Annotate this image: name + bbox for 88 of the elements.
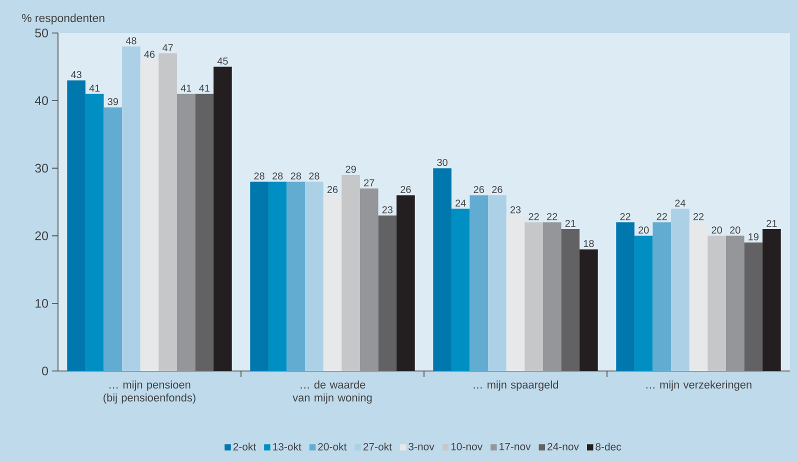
y-tick-label: 20 <box>35 231 48 240</box>
bar <box>616 222 634 371</box>
bar <box>396 195 415 371</box>
bar <box>85 94 104 371</box>
bar <box>726 236 744 371</box>
bar <box>250 182 268 371</box>
bar <box>305 182 324 371</box>
data-label: 23 <box>382 206 393 214</box>
bar <box>122 46 140 371</box>
data-label: 26 <box>474 186 484 194</box>
data-label: 24 <box>675 200 686 207</box>
x-tick-label: … mijn spaargeld <box>474 380 558 391</box>
y-tick-label: 0 <box>42 366 48 376</box>
data-label: 45 <box>217 58 228 65</box>
x-tick-label: … de waarde van mijn woning <box>292 380 372 404</box>
bar <box>158 53 177 371</box>
bar <box>195 94 214 371</box>
data-label: 41 <box>180 84 192 92</box>
data-label: 19 <box>748 233 758 240</box>
x-tick-label: … mijn verzekeringen <box>646 380 752 391</box>
data-label: 48 <box>126 37 136 44</box>
data-label: 22 <box>656 213 667 220</box>
y-tick-label: 50 <box>35 28 48 38</box>
data-label: 46 <box>144 50 155 58</box>
x-tick-label: … mijn pensioen (bij pensioenfonds) <box>104 380 196 404</box>
legend-label: 13-okt <box>273 442 302 450</box>
bar <box>524 222 543 371</box>
bar <box>470 195 488 371</box>
data-label: 22 <box>528 213 539 220</box>
bar <box>542 222 562 371</box>
legend-label: 27-okt <box>363 442 392 450</box>
data-label: 28 <box>272 172 283 180</box>
legend-label: 2-okt <box>233 442 256 450</box>
data-label: 21 <box>565 220 576 227</box>
bar <box>176 94 196 371</box>
bar <box>378 216 397 371</box>
data-label: 22 <box>620 213 630 220</box>
legend-label: 10-nov <box>451 442 483 450</box>
bar <box>342 174 360 371</box>
data-label: 30 <box>437 158 448 166</box>
data-label: 41 <box>89 84 100 92</box>
legend-label: 3-nov <box>408 442 434 450</box>
bar <box>561 229 580 371</box>
data-label: 47 <box>162 44 173 52</box>
data-label: 23 <box>510 206 521 214</box>
legend-label: 24-nov <box>548 442 579 450</box>
data-label: 20 <box>712 226 722 234</box>
bar <box>360 188 378 371</box>
y-tick-label: 40 <box>34 96 48 106</box>
y-tick-label: 30 <box>35 164 48 173</box>
data-label: 27 <box>364 179 374 186</box>
bar <box>268 182 287 371</box>
bar <box>451 208 470 371</box>
data-label: 22 <box>547 213 558 220</box>
legend-label: 17-nov <box>500 442 531 450</box>
bar <box>580 249 598 371</box>
y-axis-title: % respondenten <box>22 14 104 24</box>
data-label: 20 <box>730 226 740 234</box>
data-label: 26 <box>400 186 411 194</box>
data-label: 18 <box>584 240 594 248</box>
data-label: 28 <box>309 172 320 180</box>
bar <box>762 229 781 371</box>
data-label: 22 <box>693 213 704 220</box>
bar <box>104 107 122 371</box>
legend-label: 8-dec <box>596 442 622 450</box>
data-label: 43 <box>70 71 82 78</box>
data-label: 24 <box>456 200 466 207</box>
legend-label: 20-okt <box>318 442 347 450</box>
bar <box>433 168 452 371</box>
bar <box>671 208 690 371</box>
data-label: 28 <box>290 172 302 180</box>
bar <box>286 182 306 371</box>
data-label: 26 <box>327 186 338 194</box>
data-label: 28 <box>254 172 264 180</box>
y-tick-label: 10 <box>36 299 48 308</box>
bar <box>634 236 653 371</box>
data-label: 39 <box>108 98 118 106</box>
bar <box>488 195 506 371</box>
bar <box>744 242 763 371</box>
bar <box>652 222 672 371</box>
data-label: 21 <box>766 220 777 227</box>
bar <box>708 236 726 371</box>
data-label: 29 <box>346 166 356 173</box>
bar <box>67 80 86 371</box>
bar <box>214 66 232 371</box>
data-label: 26 <box>492 186 502 194</box>
data-label: 41 <box>199 84 210 92</box>
data-label: 20 <box>638 226 649 234</box>
